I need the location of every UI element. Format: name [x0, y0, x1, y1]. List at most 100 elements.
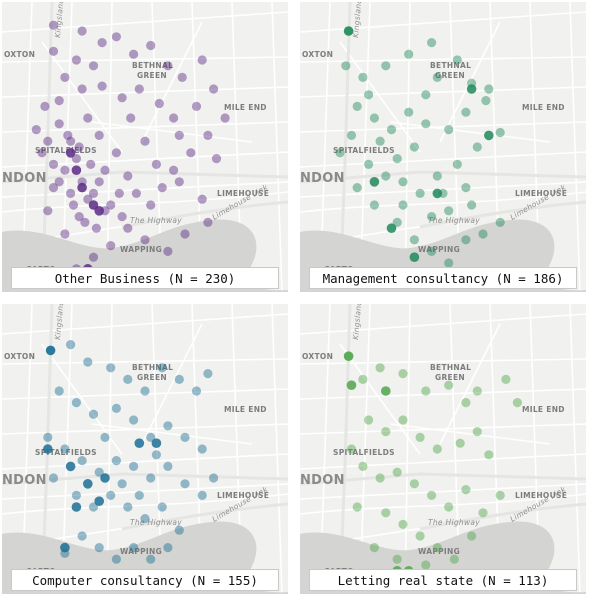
business-point[interactable] [375, 136, 385, 146]
business-point[interactable] [203, 369, 213, 379]
business-point[interactable] [66, 136, 76, 146]
business-point[interactable] [54, 177, 64, 187]
business-point[interactable] [197, 444, 207, 454]
business-point[interactable] [146, 554, 156, 564]
business-point[interactable] [117, 93, 127, 103]
business-point[interactable] [432, 444, 442, 454]
business-point[interactable] [452, 159, 462, 169]
business-point[interactable] [74, 212, 84, 222]
business-point[interactable] [444, 258, 454, 268]
business-point[interactable] [80, 217, 90, 227]
business-point[interactable] [381, 508, 391, 518]
business-point[interactable] [66, 188, 76, 198]
business-point[interactable] [134, 84, 144, 94]
business-point[interactable] [123, 223, 133, 233]
business-point[interactable] [60, 229, 70, 239]
business-point[interactable] [209, 84, 219, 94]
business-point[interactable] [461, 183, 471, 193]
business-point[interactable] [48, 46, 59, 56]
business-point[interactable] [114, 188, 124, 198]
business-point-dense[interactable] [369, 177, 380, 187]
business-point[interactable] [123, 502, 133, 512]
business-point[interactable] [427, 38, 437, 48]
business-point[interactable] [83, 113, 93, 123]
business-point[interactable] [432, 72, 442, 82]
business-point[interactable] [203, 217, 213, 227]
business-point[interactable] [88, 502, 99, 512]
business-point[interactable] [203, 130, 213, 140]
business-point[interactable] [444, 125, 454, 135]
business-point[interactable] [169, 165, 179, 175]
business-point-dense[interactable] [100, 473, 110, 483]
business-point[interactable] [83, 194, 93, 204]
business-point[interactable] [163, 61, 173, 71]
business-point[interactable] [455, 438, 465, 448]
business-point[interactable] [31, 125, 41, 135]
business-point[interactable] [409, 142, 419, 152]
business-point[interactable] [398, 369, 408, 379]
business-point[interactable] [94, 543, 104, 553]
business-point[interactable] [126, 113, 136, 123]
business-point-dense[interactable] [45, 345, 56, 356]
business-point[interactable] [191, 101, 202, 111]
business-point[interactable] [421, 560, 431, 570]
business-point-dense[interactable] [65, 148, 76, 158]
business-point[interactable] [97, 81, 107, 91]
business-point[interactable] [209, 473, 219, 483]
business-point[interactable] [421, 90, 431, 100]
business-point[interactable] [461, 485, 471, 495]
business-point[interactable] [432, 171, 442, 181]
business-point[interactable] [140, 136, 150, 146]
business-point[interactable] [88, 252, 99, 262]
business-point[interactable] [364, 415, 374, 425]
business-point[interactable] [43, 206, 53, 216]
business-point[interactable] [77, 84, 87, 94]
business-point[interactable] [106, 241, 116, 251]
business-point[interactable] [427, 212, 437, 222]
business-point[interactable] [74, 142, 84, 152]
business-point[interactable] [358, 72, 368, 82]
business-point[interactable] [111, 148, 121, 158]
business-point[interactable] [174, 374, 184, 384]
business-point-dense[interactable] [65, 461, 76, 472]
business-point[interactable] [151, 159, 161, 169]
business-point[interactable] [60, 165, 70, 175]
business-point[interactable] [427, 490, 437, 500]
business-point[interactable] [48, 20, 59, 30]
business-point[interactable] [111, 32, 121, 42]
business-point[interactable] [461, 235, 471, 245]
business-point[interactable] [100, 432, 110, 442]
business-point[interactable] [421, 386, 431, 396]
business-point[interactable] [77, 531, 87, 541]
business-point[interactable] [512, 398, 522, 408]
business-point[interactable] [197, 194, 207, 204]
business-point-dense[interactable] [71, 502, 82, 512]
business-point[interactable] [163, 246, 173, 256]
business-point[interactable] [151, 450, 161, 460]
business-point-dense[interactable] [71, 165, 82, 175]
business-point[interactable] [461, 107, 471, 117]
business-point[interactable] [174, 177, 184, 187]
business-point[interactable] [375, 473, 385, 483]
business-point[interactable] [404, 49, 414, 59]
business-point[interactable] [94, 130, 104, 140]
business-point-dense[interactable] [409, 252, 420, 262]
business-point[interactable] [398, 415, 408, 425]
business-point[interactable] [117, 212, 127, 222]
business-point[interactable] [140, 235, 150, 245]
business-point[interactable] [449, 554, 459, 564]
business-point[interactable] [335, 148, 345, 158]
business-point[interactable] [163, 461, 173, 471]
business-point-dense[interactable] [94, 206, 104, 216]
business-point-dense[interactable] [343, 351, 354, 361]
business-point[interactable] [180, 479, 190, 489]
business-point[interactable] [106, 490, 116, 500]
business-point[interactable] [398, 519, 408, 529]
business-point[interactable] [83, 357, 93, 367]
business-point[interactable] [220, 113, 230, 123]
business-point[interactable] [421, 119, 431, 129]
business-point[interactable] [415, 432, 425, 442]
business-point[interactable] [352, 101, 362, 111]
